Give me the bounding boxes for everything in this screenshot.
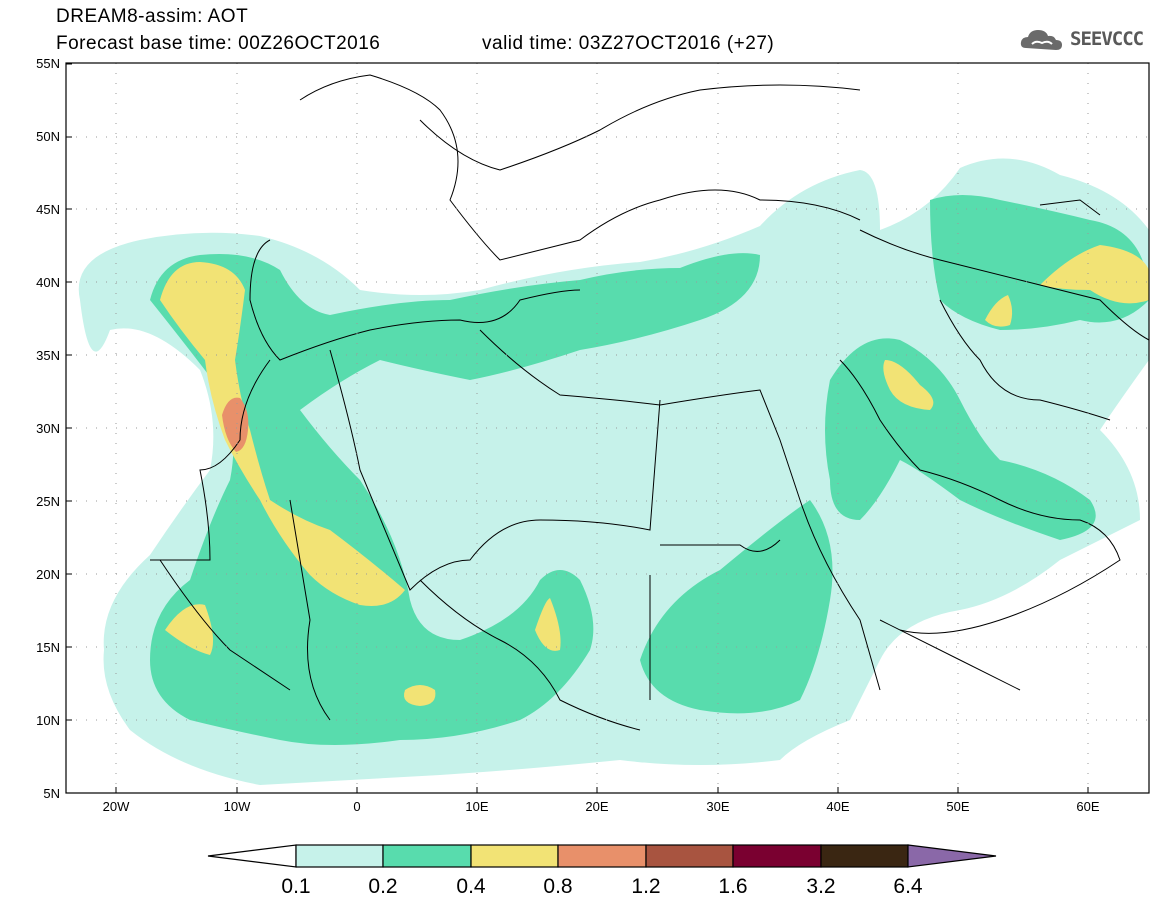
lon-label: 30E: [706, 799, 729, 814]
lat-label: 5N: [43, 786, 60, 801]
lat-label: 55N: [36, 56, 60, 71]
lon-label: 10W: [224, 799, 251, 814]
lat-label: 35N: [36, 348, 60, 363]
lon-label: 60E: [1076, 799, 1099, 814]
aot-band-0.4: [160, 245, 1149, 706]
lon-label: 40E: [826, 799, 849, 814]
country-borders: [150, 74, 1149, 731]
lat-label: 40N: [36, 275, 60, 290]
lon-label: 50E: [946, 799, 969, 814]
latitude-labels: 55N 50N 45N 40N 35N 30N 25N 20N 15N 10N …: [36, 56, 60, 801]
lat-label: 10N: [36, 713, 60, 728]
forecast-base-time: Forecast base time: 00Z26OCT2016: [56, 33, 381, 54]
cloud-logo-icon: [1020, 30, 1062, 50]
lat-label: 20N: [36, 567, 60, 582]
valid-time: valid time: 03Z27OCT2016 (+27): [482, 33, 775, 54]
chart-title: DREAM8-assim: AOT: [56, 6, 249, 27]
longitude-labels: 20W 10W 0 10E 20E 30E 40E 50E 60E: [103, 799, 1100, 814]
lat-label: 15N: [36, 640, 60, 655]
lon-label: 20E: [585, 799, 608, 814]
lon-label: 20W: [103, 799, 130, 814]
lat-label: 25N: [36, 494, 60, 509]
seevccc-logo: SEEVCCC: [1018, 24, 1158, 54]
lat-label: 50N: [36, 129, 60, 144]
axis-ticks: [66, 63, 1089, 793]
lon-label: 0: [353, 799, 360, 814]
logo-text: SEEVCCC: [1070, 28, 1144, 50]
lat-label: 45N: [36, 202, 60, 217]
aot-band-0.8: [222, 397, 249, 452]
lat-lon-grid: [66, 63, 1149, 793]
aot-field: [78, 158, 1149, 786]
lon-label: 10E: [465, 799, 488, 814]
lat-label: 30N: [36, 421, 60, 436]
